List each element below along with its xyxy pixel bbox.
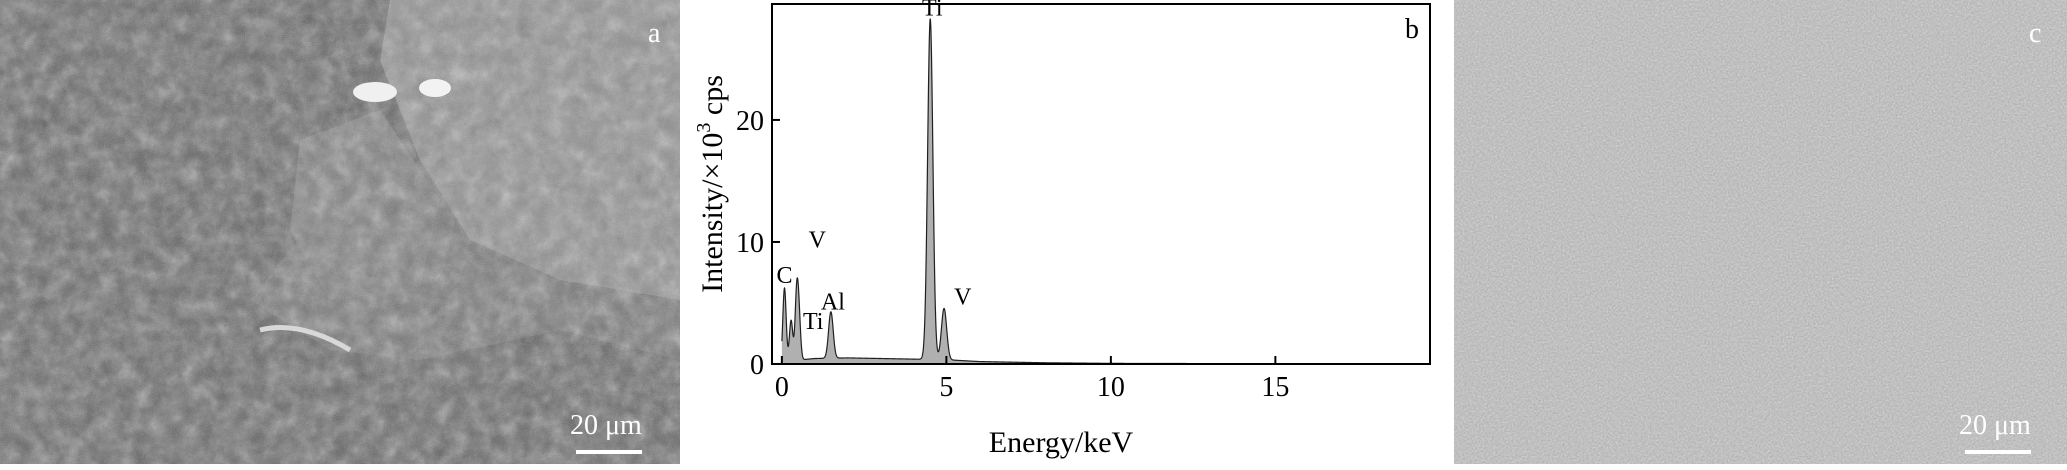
eds-spectrum-chart: 0 5 10 15 0 10 20 Energy/keV Intensity/×103 cps b… (693, 0, 1431, 459)
panel-letter-a: a (648, 18, 661, 49)
sem-texture-a (0, 0, 680, 464)
x-axis-label: Energy/keV (989, 426, 1134, 459)
sem-image-panel-a: a 20 μm (0, 0, 680, 464)
scale-bar-c (1965, 450, 2031, 454)
scale-bar-a (576, 450, 642, 454)
scale-bar-label-c: 20 μm (1959, 410, 2031, 441)
peak-label: V (809, 227, 827, 253)
micrograph-texture-c (1454, 0, 2067, 464)
peak-label: V (954, 285, 972, 311)
y-tick-label: 10 (736, 228, 764, 259)
peak-label: C (776, 263, 792, 289)
y-axis-label: Intensity/×103 cps (693, 75, 729, 293)
plot-frame (771, 3, 1431, 365)
peak-label: Ti (922, 0, 943, 22)
x-tick-label: 5 (939, 372, 953, 403)
y-tick-label: 20 (736, 106, 764, 137)
scale-bar-label-a: 20 μm (570, 410, 642, 441)
x-tick-label: 10 (1097, 372, 1125, 403)
peak-label: Ti (803, 309, 824, 335)
peak-label: Al (821, 290, 845, 316)
spectrum-area (781, 19, 1430, 365)
panel-letter-b: b (1405, 14, 1419, 45)
micrograph-panel-c: c 20 μm (1454, 0, 2067, 464)
x-tick-label: 15 (1261, 372, 1289, 403)
spectrum-line (781, 18, 1430, 365)
y-tick-label: 0 (750, 350, 764, 381)
x-tick-label: 0 (775, 372, 789, 403)
panel-letter-c: c (2029, 18, 2042, 49)
eds-spectrum-panel-b: 0 5 10 15 0 10 20 Energy/keV Intensity/×103 cps b… (690, 0, 1450, 470)
